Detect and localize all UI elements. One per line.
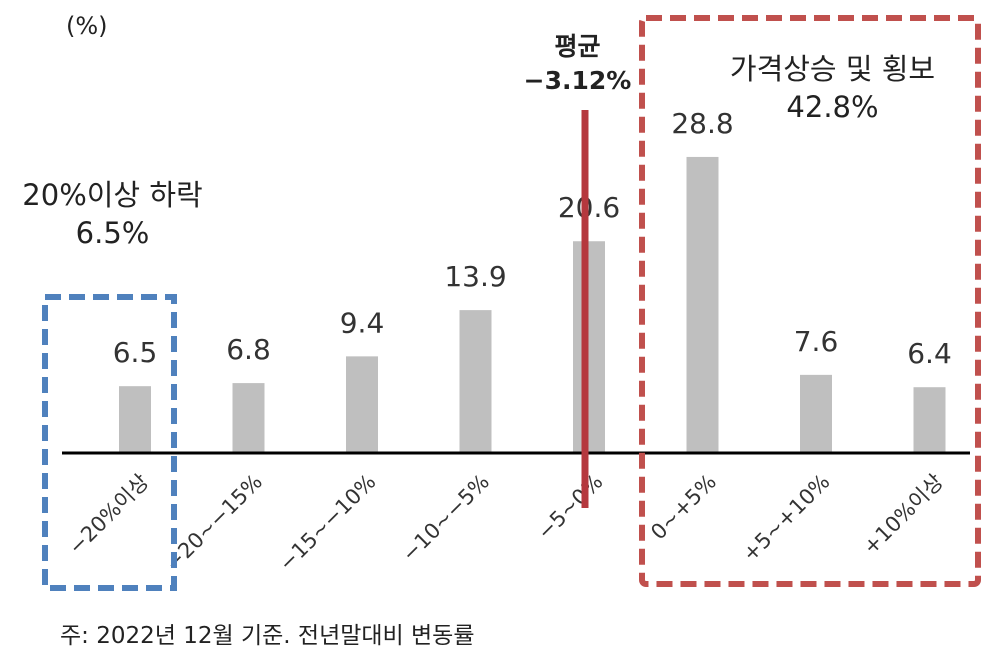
bar-8 <box>913 387 946 453</box>
value-label-4: 13.9 <box>444 260 506 293</box>
tick-label-8: +10%이상 <box>858 470 948 560</box>
tick-label-1: −20%이상 <box>64 470 154 560</box>
fall-annotation-value: 6.5% <box>75 216 150 250</box>
rise-annotation-value: 42.8% <box>786 90 879 124</box>
bar-5 <box>573 241 605 453</box>
tick-label-5: −5~0% <box>533 470 608 545</box>
rise-annotation: 가격상승 및 횡보 42.8% <box>700 50 965 126</box>
y-unit-label: (%) <box>66 12 108 40</box>
tick-label-4: −10~−5% <box>397 470 494 567</box>
value-label-5: 20.6 <box>558 191 620 224</box>
average-annotation: 평균 −3.12% <box>505 30 650 98</box>
fall-highlight-box <box>42 294 177 591</box>
rise-annotation-title: 가격상승 및 횡보 <box>729 52 936 86</box>
bar-7 <box>800 374 832 453</box>
value-label-2: 6.8 <box>226 333 271 366</box>
tick-labels-group: −20%이상 −20~−15% −15~−10% −10~−5% −5~0% 0~+5% +… <box>64 470 948 576</box>
bar-4 <box>459 310 492 453</box>
bar-3 <box>346 356 378 453</box>
bar-2 <box>232 383 265 453</box>
value-label-7: 7.6 <box>794 325 839 358</box>
tick-label-7: +5~+10% <box>738 470 835 567</box>
value-label-8: 6.4 <box>907 337 952 370</box>
average-annotation-title: 평균 <box>554 32 601 61</box>
fall-annotation-title: 20%이상 하락 <box>22 178 203 212</box>
value-label-1: 6.5 <box>113 336 158 369</box>
value-labels-group: 6.5 6.8 9.4 13.9 20.6 28.8 7.6 6.4 <box>113 107 952 370</box>
rise-highlight-box <box>639 15 981 587</box>
bar-6 <box>686 156 719 453</box>
tick-label-6: 0~+5% <box>646 470 721 545</box>
average-annotation-value: −3.12% <box>523 66 632 95</box>
fall-annotation: 20%이상 하락 6.5% <box>0 176 225 252</box>
value-label-3: 9.4 <box>340 306 385 339</box>
tick-label-3: −15~−10% <box>274 470 380 576</box>
bar-1 <box>119 386 151 453</box>
value-label-6: 28.8 <box>671 107 733 140</box>
bars-group <box>119 156 946 453</box>
footnote: 주: 2022년 12월 기준. 전년말대비 변동률 <box>60 623 475 649</box>
